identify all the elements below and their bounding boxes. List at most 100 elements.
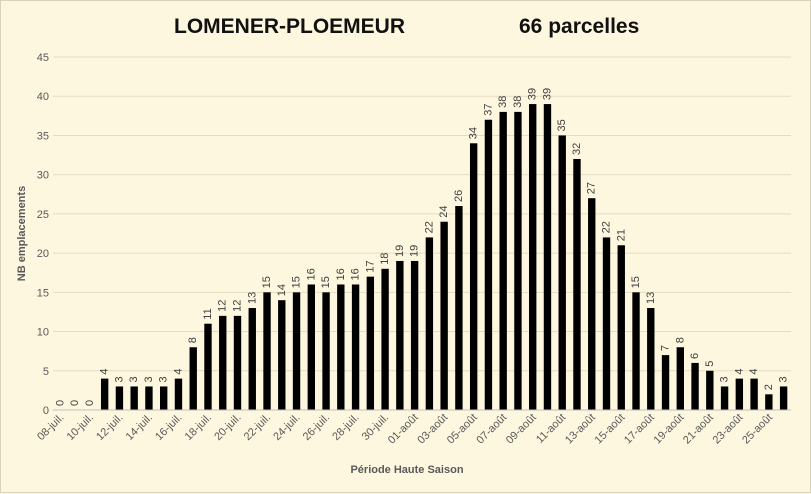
data-label: 24	[438, 205, 450, 217]
bar	[543, 104, 552, 411]
bar	[691, 362, 699, 410]
data-label: 38	[512, 96, 524, 108]
bar	[440, 221, 448, 410]
bar	[130, 386, 138, 410]
x-tick-label: 09-août	[504, 412, 539, 447]
bar	[292, 292, 301, 410]
bar	[100, 378, 109, 410]
bar	[469, 143, 478, 411]
data-label: 16	[305, 268, 317, 280]
data-label: 22	[601, 221, 613, 233]
data-label: 3	[143, 376, 155, 382]
data-label: 13	[246, 292, 258, 304]
y-tick-label: 0	[43, 405, 49, 417]
data-label: 11	[202, 308, 214, 319]
y-tick-label: 30	[37, 170, 49, 182]
x-axis-title: Période Haute Saison	[350, 464, 463, 476]
bar	[160, 386, 168, 410]
x-tick-label: 18-juil.	[183, 412, 214, 443]
data-label: 7	[660, 345, 672, 351]
data-label: 2	[763, 384, 775, 390]
data-label: 14	[276, 284, 288, 296]
bar	[779, 386, 788, 410]
bar	[484, 119, 493, 410]
bar	[706, 370, 714, 410]
data-label: 12	[232, 300, 244, 312]
bar	[337, 284, 345, 410]
data-label: 39	[527, 88, 539, 100]
bar	[750, 378, 758, 410]
data-label: 38	[497, 96, 509, 108]
bar	[720, 386, 729, 410]
data-label: 39	[541, 88, 553, 100]
x-tick-label: 20-juil.	[212, 412, 243, 443]
data-label: 16	[335, 268, 347, 280]
x-tick-label: 21-août	[681, 412, 716, 447]
bar	[632, 292, 640, 410]
x-tick-label: 23-août	[711, 412, 746, 447]
data-label: 21	[615, 229, 627, 241]
y-axis-title: NB emplacements	[16, 186, 28, 281]
bar	[219, 315, 227, 410]
bar	[455, 206, 463, 410]
data-label: 3	[719, 376, 731, 382]
y-tick-label: 20	[37, 248, 49, 260]
data-label: 34	[468, 127, 480, 139]
data-label: 15	[261, 276, 273, 288]
bar	[735, 378, 744, 410]
data-label: 32	[571, 143, 583, 155]
data-label: 18	[379, 253, 391, 265]
x-tick-label: 03-août	[415, 412, 450, 447]
bar	[558, 135, 566, 410]
x-tick-label: 17-août	[622, 412, 657, 447]
data-label: 35	[556, 119, 568, 131]
x-tick-label: 08-juil.	[35, 412, 66, 443]
data-label: 19	[394, 245, 406, 257]
bar	[322, 292, 330, 410]
data-label: 3	[113, 376, 125, 382]
bar	[381, 268, 389, 410]
bar	[425, 237, 434, 410]
y-tick-label: 35	[37, 130, 49, 142]
x-tick-label: 16-juil.	[153, 412, 184, 443]
data-label: 19	[409, 245, 421, 257]
bar	[602, 237, 611, 410]
y-tick-label: 10	[37, 327, 49, 339]
y-tick-label: 45	[37, 52, 49, 64]
bar	[263, 292, 271, 410]
bar	[351, 284, 360, 410]
bar	[647, 308, 655, 410]
y-tick-label: 5	[43, 366, 49, 378]
y-tick-label: 40	[37, 91, 49, 103]
x-tick-label: 05-août	[445, 412, 480, 447]
data-label: 12	[217, 300, 229, 312]
x-tick-label: 13-août	[563, 412, 598, 447]
data-label: 26	[453, 190, 465, 202]
x-tick-label: 15-août	[593, 412, 628, 447]
x-tick-label: 11-août	[534, 412, 568, 446]
x-tick-label: 10-juil.	[65, 412, 96, 443]
data-label: 5	[704, 361, 716, 367]
data-label: 13	[645, 292, 657, 304]
data-label: 15	[320, 276, 332, 288]
data-label: 37	[482, 104, 494, 116]
x-tick-label: 07-août	[474, 412, 509, 447]
data-label: 8	[674, 337, 686, 343]
x-tick-label: 01-août	[386, 412, 421, 447]
data-label: 22	[423, 221, 435, 233]
x-tick-label: 14-juil.	[124, 412, 155, 443]
data-label: 0	[54, 400, 66, 406]
data-label: 3	[128, 376, 140, 382]
data-label: 4	[733, 368, 745, 374]
chart-title: LOMENER-PLOEMEUR	[174, 15, 405, 38]
bar	[145, 386, 153, 410]
bar	[661, 355, 670, 410]
bar	[307, 284, 315, 410]
bar	[189, 347, 197, 410]
x-tick-label: 19-août	[652, 412, 687, 447]
bar	[278, 300, 286, 410]
data-label: 4	[172, 368, 184, 374]
x-tick-label: 25-août	[740, 412, 775, 447]
